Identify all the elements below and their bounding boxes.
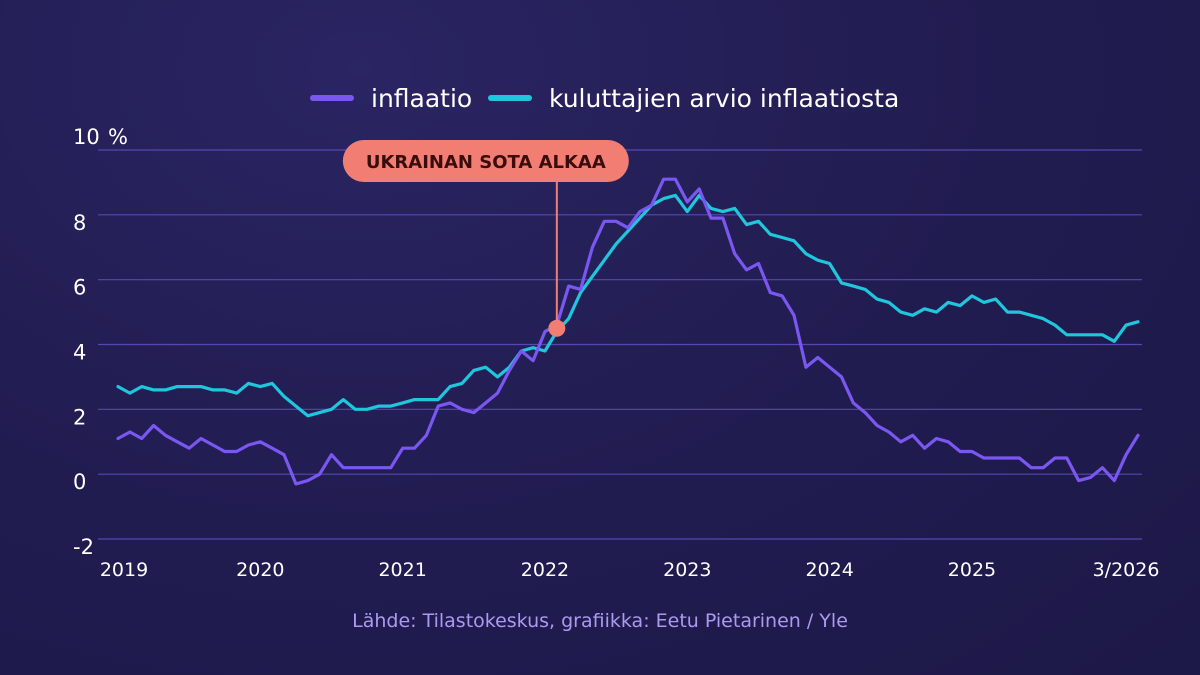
x-tick-label: 2022	[521, 559, 569, 581]
y-unit-label: %	[108, 125, 128, 149]
x-tick-label: 3/2026	[1093, 559, 1160, 581]
y-axis-ticks: -2 0 2 4 6 8 10%	[73, 125, 128, 559]
annotation-box	[342, 140, 629, 182]
y-tick-label: 0	[73, 470, 86, 494]
chart-legend: inflaatio kuluttajien arvio inflaatiosta	[310, 84, 899, 113]
chart-gridlines	[98, 149, 1142, 540]
y-tick-label: 8	[73, 211, 86, 235]
chart-annotations: UKRAINAN SOTA ALKAA	[342, 140, 629, 337]
x-tick-label: 2019	[100, 559, 148, 581]
y-tick-label: 6	[73, 276, 86, 300]
x-tick-label: 2025	[948, 559, 996, 581]
chart-source: Lähde: Tilastokeskus, grafiikka: Eetu Pi…	[352, 610, 848, 632]
y-tick-label: 4	[73, 341, 86, 365]
series-line	[116, 193, 1140, 418]
x-tick-label: 2020	[236, 559, 284, 581]
annotation-label: UKRAINAN SOTA ALKAA	[366, 152, 606, 173]
y-tick-label: 10	[73, 125, 100, 149]
annotation-marker	[548, 319, 566, 337]
y-tick-label: 2	[73, 405, 86, 429]
legend-label: inflaatio	[371, 84, 472, 113]
y-tick-label: -2	[73, 535, 94, 559]
series-line	[116, 177, 1140, 486]
x-axis-ticks: 2019 2020 2021 2022 2023 2024 2025 3/2026	[100, 559, 1160, 581]
chart-series	[116, 177, 1140, 486]
x-tick-label: 2024	[805, 559, 853, 581]
x-tick-label: 2021	[378, 559, 426, 581]
x-tick-label: 2023	[663, 559, 711, 581]
legend-label: kuluttajien arvio inflaatiosta	[549, 84, 899, 113]
